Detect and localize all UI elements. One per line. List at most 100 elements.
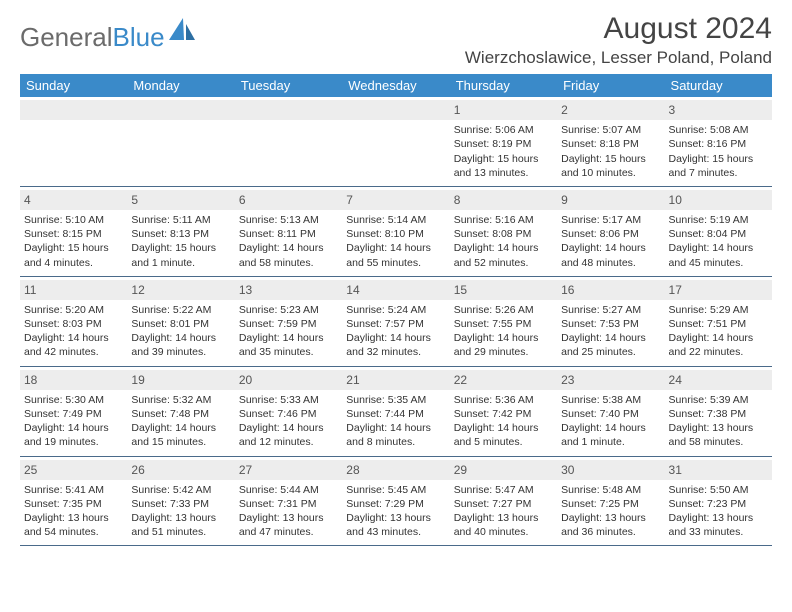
daylight-text: Daylight: 13 hours and 36 minutes. <box>561 511 660 539</box>
sunset-text: Sunset: 7:27 PM <box>454 497 553 511</box>
daylight-text: Daylight: 15 hours and 4 minutes. <box>24 241 123 269</box>
daylight-text: Daylight: 15 hours and 1 minute. <box>131 241 230 269</box>
day-number: 27 <box>235 460 342 480</box>
sunset-text: Sunset: 7:29 PM <box>346 497 445 511</box>
sunrise-text: Sunrise: 5:08 AM <box>669 123 768 137</box>
daylight-text: Daylight: 14 hours and 22 minutes. <box>669 331 768 359</box>
sunrise-text: Sunrise: 5:39 AM <box>669 393 768 407</box>
sunset-text: Sunset: 7:44 PM <box>346 407 445 421</box>
sunset-text: Sunset: 8:01 PM <box>131 317 230 331</box>
sunrise-text: Sunrise: 5:45 AM <box>346 483 445 497</box>
calendar-day: 31Sunrise: 5:50 AMSunset: 7:23 PMDayligh… <box>665 457 772 546</box>
sunrise-text: Sunrise: 5:07 AM <box>561 123 660 137</box>
daylight-text: Daylight: 14 hours and 55 minutes. <box>346 241 445 269</box>
sunrise-text: Sunrise: 5:06 AM <box>454 123 553 137</box>
day-number: 5 <box>127 190 234 210</box>
sunrise-text: Sunrise: 5:19 AM <box>669 213 768 227</box>
calendar-day: 29Sunrise: 5:47 AMSunset: 7:27 PMDayligh… <box>450 457 557 546</box>
calendar-day: 30Sunrise: 5:48 AMSunset: 7:25 PMDayligh… <box>557 457 664 546</box>
calendar-day <box>342 97 449 186</box>
sunset-text: Sunset: 7:51 PM <box>669 317 768 331</box>
month-year: August 2024 <box>465 12 772 46</box>
calendar-day: 7Sunrise: 5:14 AMSunset: 8:10 PMDaylight… <box>342 187 449 276</box>
sunset-text: Sunset: 8:19 PM <box>454 137 553 151</box>
day-number: 21 <box>342 370 449 390</box>
calendar-day: 11Sunrise: 5:20 AMSunset: 8:03 PMDayligh… <box>20 277 127 366</box>
sunrise-text: Sunrise: 5:27 AM <box>561 303 660 317</box>
day-number: 15 <box>450 280 557 300</box>
sunset-text: Sunset: 7:46 PM <box>239 407 338 421</box>
sunrise-text: Sunrise: 5:17 AM <box>561 213 660 227</box>
sunrise-text: Sunrise: 5:47 AM <box>454 483 553 497</box>
daylight-text: Daylight: 14 hours and 35 minutes. <box>239 331 338 359</box>
calendar-week: 4Sunrise: 5:10 AMSunset: 8:15 PMDaylight… <box>20 187 772 277</box>
day-number: 26 <box>127 460 234 480</box>
calendar-day: 4Sunrise: 5:10 AMSunset: 8:15 PMDaylight… <box>20 187 127 276</box>
daylight-text: Daylight: 14 hours and 52 minutes. <box>454 241 553 269</box>
calendar-day: 24Sunrise: 5:39 AMSunset: 7:38 PMDayligh… <box>665 367 772 456</box>
daylight-text: Daylight: 13 hours and 54 minutes. <box>24 511 123 539</box>
calendar-day: 12Sunrise: 5:22 AMSunset: 8:01 PMDayligh… <box>127 277 234 366</box>
sunset-text: Sunset: 7:53 PM <box>561 317 660 331</box>
calendar-day: 18Sunrise: 5:30 AMSunset: 7:49 PMDayligh… <box>20 367 127 456</box>
day-number: 6 <box>235 190 342 210</box>
daylight-text: Daylight: 14 hours and 19 minutes. <box>24 421 123 449</box>
day-number: 29 <box>450 460 557 480</box>
weekday-header: Thursday <box>450 74 557 97</box>
day-number-empty <box>342 100 449 120</box>
day-number: 9 <box>557 190 664 210</box>
sunrise-text: Sunrise: 5:35 AM <box>346 393 445 407</box>
day-number: 22 <box>450 370 557 390</box>
daylight-text: Daylight: 14 hours and 48 minutes. <box>561 241 660 269</box>
sunset-text: Sunset: 7:23 PM <box>669 497 768 511</box>
calendar-day: 20Sunrise: 5:33 AMSunset: 7:46 PMDayligh… <box>235 367 342 456</box>
calendar-day <box>20 97 127 186</box>
day-number: 11 <box>20 280 127 300</box>
weekday-header: Friday <box>557 74 664 97</box>
calendar-day: 16Sunrise: 5:27 AMSunset: 7:53 PMDayligh… <box>557 277 664 366</box>
daylight-text: Daylight: 14 hours and 42 minutes. <box>24 331 123 359</box>
calendar-day: 6Sunrise: 5:13 AMSunset: 8:11 PMDaylight… <box>235 187 342 276</box>
sunrise-text: Sunrise: 5:22 AM <box>131 303 230 317</box>
sunrise-text: Sunrise: 5:10 AM <box>24 213 123 227</box>
calendar-day: 28Sunrise: 5:45 AMSunset: 7:29 PMDayligh… <box>342 457 449 546</box>
calendar-week: 25Sunrise: 5:41 AMSunset: 7:35 PMDayligh… <box>20 457 772 547</box>
sunrise-text: Sunrise: 5:41 AM <box>24 483 123 497</box>
weekday-header: Tuesday <box>235 74 342 97</box>
day-number: 10 <box>665 190 772 210</box>
day-number: 19 <box>127 370 234 390</box>
day-number: 30 <box>557 460 664 480</box>
calendar-day: 19Sunrise: 5:32 AMSunset: 7:48 PMDayligh… <box>127 367 234 456</box>
daylight-text: Daylight: 15 hours and 13 minutes. <box>454 152 553 180</box>
daylight-text: Daylight: 14 hours and 58 minutes. <box>239 241 338 269</box>
sunset-text: Sunset: 8:06 PM <box>561 227 660 241</box>
page-header: GeneralBlue August 2024 Wierzchoslawice,… <box>20 12 772 68</box>
sunrise-text: Sunrise: 5:11 AM <box>131 213 230 227</box>
calendar-day: 13Sunrise: 5:23 AMSunset: 7:59 PMDayligh… <box>235 277 342 366</box>
weekday-header: Wednesday <box>342 74 449 97</box>
sunset-text: Sunset: 7:42 PM <box>454 407 553 421</box>
calendar-day: 22Sunrise: 5:36 AMSunset: 7:42 PMDayligh… <box>450 367 557 456</box>
day-number-empty <box>235 100 342 120</box>
calendar-day: 17Sunrise: 5:29 AMSunset: 7:51 PMDayligh… <box>665 277 772 366</box>
logo: GeneralBlue <box>20 12 195 53</box>
calendar-day: 5Sunrise: 5:11 AMSunset: 8:13 PMDaylight… <box>127 187 234 276</box>
sunset-text: Sunset: 7:35 PM <box>24 497 123 511</box>
sunrise-text: Sunrise: 5:16 AM <box>454 213 553 227</box>
sunset-text: Sunset: 7:25 PM <box>561 497 660 511</box>
calendar-grid: 1Sunrise: 5:06 AMSunset: 8:19 PMDaylight… <box>20 97 772 546</box>
day-number: 20 <box>235 370 342 390</box>
title-area: August 2024 Wierzchoslawice, Lesser Pola… <box>465 12 772 68</box>
day-number: 12 <box>127 280 234 300</box>
sunrise-text: Sunrise: 5:50 AM <box>669 483 768 497</box>
calendar-day <box>235 97 342 186</box>
sunrise-text: Sunrise: 5:30 AM <box>24 393 123 407</box>
day-number: 1 <box>450 100 557 120</box>
day-number: 28 <box>342 460 449 480</box>
daylight-text: Daylight: 14 hours and 45 minutes. <box>669 241 768 269</box>
calendar-day: 9 Sunrise: 5:17 AMSunset: 8:06 PMDaylight… <box>557 187 664 276</box>
sunrise-text: Sunrise: 5:26 AM <box>454 303 553 317</box>
sunrise-text: Sunrise: 5:14 AM <box>346 213 445 227</box>
sunrise-text: Sunrise: 5:32 AM <box>131 393 230 407</box>
calendar-day: 23Sunrise: 5:38 AMSunset: 7:40 PMDayligh… <box>557 367 664 456</box>
